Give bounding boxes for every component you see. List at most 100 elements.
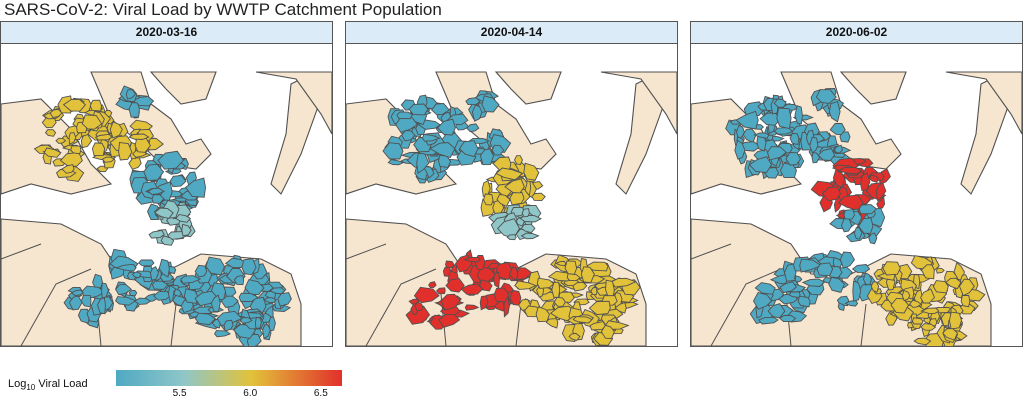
- peninsula-east-tract: [118, 141, 133, 161]
- land-north: [494, 71, 562, 105]
- panel-date-label: 2020-04-14: [346, 22, 677, 44]
- south-west-tract: [779, 314, 797, 323]
- peninsula-tract: [773, 98, 787, 108]
- south-tract: [493, 271, 500, 289]
- color-legend: Log10 Viral Load 5.5 6.0 6.5: [0, 362, 420, 403]
- south-east-tract: [192, 306, 215, 314]
- upper-tract: [509, 191, 525, 206]
- county-boundaries: [691, 243, 867, 346]
- south-east-tract: [901, 289, 911, 302]
- south-tract: [445, 278, 465, 293]
- peninsula-tract: [789, 132, 800, 146]
- south-east-tract: [224, 257, 248, 269]
- upper-tract: [151, 194, 165, 204]
- south-east-coast-tract: [268, 316, 276, 332]
- south-east-tract: [183, 288, 199, 304]
- south-west-tract: [788, 291, 801, 298]
- peninsula-tract: [387, 159, 405, 166]
- north-outlier-tract: [481, 95, 500, 113]
- south-east-tract: [958, 278, 975, 297]
- peninsula-tract: [70, 145, 82, 155]
- land-northeast: [600, 71, 677, 135]
- south-east-tract: [194, 312, 217, 326]
- south-east-coast-tract: [948, 311, 962, 330]
- south-east-tract: [882, 261, 901, 276]
- south-east-tract: [564, 260, 578, 275]
- south-east-tract: [514, 280, 537, 290]
- map-canvas: [1, 44, 332, 346]
- peninsula-tract: [430, 103, 450, 116]
- peninsula-tract: [101, 156, 116, 163]
- north-outlier-tract: [471, 104, 483, 122]
- south-tract: [151, 280, 169, 290]
- peninsula-tract: [61, 164, 75, 174]
- south-east-tract: [238, 292, 259, 302]
- peninsula-tract: [422, 133, 441, 142]
- upper-south-tract: [858, 217, 874, 234]
- south-west-tract: [413, 286, 440, 304]
- south-east-coast-tract: [911, 317, 924, 325]
- south-tract: [150, 266, 160, 281]
- peninsula-tract: [408, 103, 429, 116]
- peninsula-tract: [109, 121, 123, 139]
- south-tract: [138, 259, 155, 267]
- south-tract: [128, 289, 138, 297]
- upper-tract: [495, 167, 524, 181]
- peninsula-tract: [55, 137, 67, 144]
- catchment-tracts: [725, 88, 986, 346]
- catchment-tracts: [382, 90, 641, 346]
- peninsula-east-tract: [839, 131, 851, 143]
- peninsula-east-tract: [466, 123, 480, 133]
- upper-tract: [876, 196, 886, 210]
- upper-tract: [523, 162, 540, 181]
- south-east-tract: [960, 295, 971, 308]
- south-west-tract: [438, 313, 461, 328]
- south-tract: [115, 296, 137, 306]
- south-west-tract: [101, 282, 109, 299]
- south-tract: [828, 276, 845, 293]
- upper-tract: [513, 155, 524, 166]
- upper-south-tract: [843, 209, 855, 221]
- peninsula-tract: [62, 98, 87, 112]
- south-east-tract: [566, 272, 581, 282]
- south-east-tract: [547, 270, 574, 282]
- south-east-tract: [572, 281, 588, 292]
- peninsula-tract: [94, 133, 113, 141]
- south-tract: [131, 271, 142, 279]
- county-boundaries: [1, 243, 177, 346]
- north-outlier-tract: [128, 102, 140, 118]
- upper-tract: [821, 186, 842, 202]
- south-tract: [479, 279, 493, 292]
- upper-tract: [833, 195, 842, 213]
- south-tract: [158, 258, 170, 278]
- south-east-tract: [614, 302, 627, 314]
- peninsula-tract: [43, 147, 62, 158]
- south-west-tract: [440, 293, 461, 311]
- upper-south-tract: [520, 223, 536, 234]
- south-west-tract: [77, 308, 91, 324]
- land-north: [839, 71, 907, 105]
- peninsula-tract: [776, 107, 792, 130]
- south-tract: [799, 258, 822, 273]
- south-east-tract: [241, 257, 257, 276]
- south-tract: [503, 296, 510, 318]
- south-west-tract: [752, 291, 773, 310]
- peninsula-tract: [437, 118, 456, 136]
- south-tract: [851, 264, 871, 273]
- peninsula-tract: [767, 146, 787, 161]
- peninsula-tract: [735, 110, 759, 130]
- peninsula-tract: [68, 132, 77, 145]
- south-east-coast-tract: [254, 316, 262, 329]
- south-east-tract: [936, 267, 945, 274]
- peninsula-tract: [401, 130, 416, 142]
- legend-tick-label: 6.0: [243, 388, 258, 399]
- peninsula-tract: [736, 125, 745, 140]
- peninsula-east-tract: [128, 133, 150, 140]
- south-east-coast-tract: [913, 337, 932, 346]
- peninsula-tract: [734, 139, 746, 160]
- south-east-coast-tract: [589, 321, 607, 331]
- south-east-tract: [870, 281, 880, 293]
- panel-date-label: 2020-06-02: [691, 22, 1022, 44]
- south-east-tract: [920, 288, 936, 304]
- legend-color-bar: [116, 370, 342, 386]
